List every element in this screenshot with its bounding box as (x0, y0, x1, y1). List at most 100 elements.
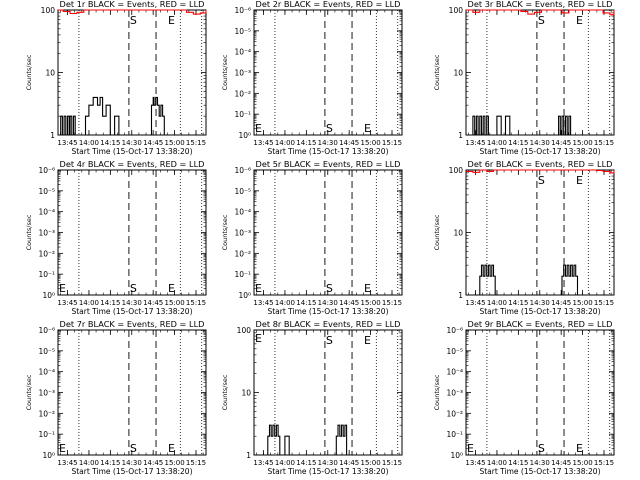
x-tick-label: 13:45 (465, 139, 485, 147)
start-marker-label: S (326, 282, 333, 295)
y-tick-label: 10 (45, 69, 55, 78)
y-tick-label: 10 (241, 389, 251, 398)
panel-det-2r: Det 2r BLACK = Events, RED = LLD 10⁰ 10⁻¹ 1… (221, 0, 403, 156)
plot-frame (465, 329, 615, 456)
x-axis-label: Start Time (15-Oct-17 13:38:20) (479, 147, 600, 156)
x-tick-label: 14:45 (551, 459, 571, 467)
x-tick-label: 14:15 (296, 299, 316, 307)
x-tick-label: 14:45 (143, 459, 163, 467)
y-tick-label: 10⁻³ (38, 389, 55, 398)
x-tick-label: 14:30 (530, 139, 550, 147)
x-tick-label: 13:45 (57, 139, 77, 147)
panel-det-8r: Det 8r BLACK = Events, RED = LLD 1 10 100 Co… (221, 319, 403, 476)
panel-title: Det 3r BLACK = Events, RED = LLD (468, 0, 613, 9)
y-tick-label: 10⁻² (446, 409, 463, 418)
edge-marker-label: E (59, 282, 66, 295)
end-marker-label: E (576, 174, 583, 187)
x-tick-label: 15:00 (572, 299, 592, 307)
events-series-line (466, 264, 580, 296)
x-tick-label: 14:30 (530, 299, 550, 307)
x-tick-label: 13:45 (57, 299, 77, 307)
y-tick-label: 10⁻⁵ (446, 347, 463, 356)
panel-title: Det 6r BLACK = Events, RED = LLD (468, 159, 613, 169)
plot-frame (57, 9, 207, 136)
y-tick-label: 10⁻³ (446, 389, 463, 398)
x-axis-label: Start Time (15-Oct-17 13:38:20) (71, 307, 192, 316)
x-tick-label: 14:45 (143, 299, 163, 307)
panel-det-3r: Det 3r BLACK = Events, RED = LLD 1 10 100 Co… (433, 0, 615, 156)
y-tick-label: 10⁻² (234, 89, 251, 98)
y-tick-label: 10⁻⁴ (38, 208, 55, 217)
x-tick-label: 15:00 (164, 139, 184, 147)
x-tick-label: 14:15 (296, 459, 316, 467)
x-tick-label: 15:00 (164, 299, 184, 307)
plot-frame (57, 329, 207, 456)
y-axis-label: Counts/sec (433, 374, 441, 410)
x-tick-label: 13:45 (57, 459, 77, 467)
y-tick-label: 10⁰ (238, 291, 251, 300)
x-tick-label: 13:45 (253, 139, 273, 147)
start-marker-label: S (130, 282, 137, 295)
x-tick-label: 15:15 (382, 299, 402, 307)
y-tick-label: 1 (50, 131, 55, 140)
y-tick-label: 10⁻¹ (38, 270, 55, 279)
y-tick-label: 10⁻⁴ (38, 368, 55, 377)
x-tick-label: 14:45 (339, 299, 359, 307)
end-marker-label: E (168, 442, 175, 455)
x-tick-label: 15:15 (186, 459, 206, 467)
x-tick-label: 14:45 (551, 139, 571, 147)
x-tick-label: 15:15 (594, 299, 614, 307)
end-marker-label: E (168, 282, 175, 295)
edge-marker-label: E (255, 332, 262, 345)
x-tick-label: 15:00 (164, 459, 184, 467)
panel-det-5r: Det 5r BLACK = Events, RED = LLD 10⁰ 10⁻¹ 1… (221, 159, 403, 316)
y-tick-label: 10⁰ (42, 291, 55, 300)
y-tick-label: 100 (41, 6, 56, 15)
x-axis-label: Start Time (15-Oct-17 13:38:20) (267, 147, 388, 156)
y-tick-label: 10⁻¹ (234, 270, 251, 279)
y-axis-label: Counts/sec (25, 214, 33, 250)
y-tick-label: 10⁻¹ (446, 430, 463, 439)
x-tick-label: 13:45 (253, 299, 273, 307)
y-tick-label: 10 (453, 229, 463, 238)
x-tick-label: 15:00 (360, 299, 380, 307)
panel-title: Det 9r BLACK = Events, RED = LLD (468, 319, 613, 329)
y-axis-label: Counts/sec (433, 54, 441, 90)
x-axis-label: Start Time (15-Oct-17 13:38:20) (267, 467, 388, 476)
y-tick-label: 10⁻⁴ (446, 368, 463, 377)
y-tick-label: 10⁻² (38, 409, 55, 418)
x-axis-label: Start Time (15-Oct-17 13:38:20) (267, 307, 388, 316)
y-tick-label: 10⁻⁵ (234, 187, 251, 196)
x-tick-label: 14:00 (79, 459, 99, 467)
y-tick-label: 10⁻¹ (234, 110, 251, 119)
y-tick-label: 100 (449, 6, 464, 15)
y-tick-label: 10⁻³ (234, 229, 251, 238)
y-tick-label: 10⁻¹ (38, 430, 55, 439)
y-tick-label: 10⁻⁴ (234, 208, 251, 217)
lld-series-line (466, 169, 615, 174)
panel-det-4r: Det 4r BLACK = Events, RED = LLD 10⁰ 10⁻¹ 1… (25, 159, 207, 316)
edge-marker-label: E (255, 122, 262, 135)
x-tick-label: 14:45 (339, 459, 359, 467)
panel-det-6r: Det 6r BLACK = Events, RED = LLD 1 10 100 Co… (433, 159, 615, 316)
x-tick-label: 15:15 (382, 139, 402, 147)
y-tick-label: 1 (458, 291, 463, 300)
y-tick-label: 10⁻³ (38, 229, 55, 238)
x-tick-label: 14:15 (100, 139, 120, 147)
x-tick-label: 14:45 (551, 299, 571, 307)
end-marker-label: E (364, 282, 371, 295)
x-tick-label: 14:00 (275, 299, 295, 307)
x-tick-label: 14:00 (79, 299, 99, 307)
panel-title: Det 2r BLACK = Events, RED = LLD (256, 0, 401, 9)
y-tick-label: 10⁰ (42, 451, 55, 460)
plot-frame (253, 9, 403, 136)
x-tick-label: 14:00 (487, 139, 507, 147)
y-tick-label: 10⁻⁶ (234, 166, 251, 175)
x-tick-label: 14:15 (508, 299, 528, 307)
x-tick-label: 14:45 (143, 139, 163, 147)
edge-marker-label: E (467, 442, 474, 455)
x-tick-label: 14:00 (487, 299, 507, 307)
lld-series-line (58, 9, 207, 15)
y-tick-label: 10 (453, 69, 463, 78)
